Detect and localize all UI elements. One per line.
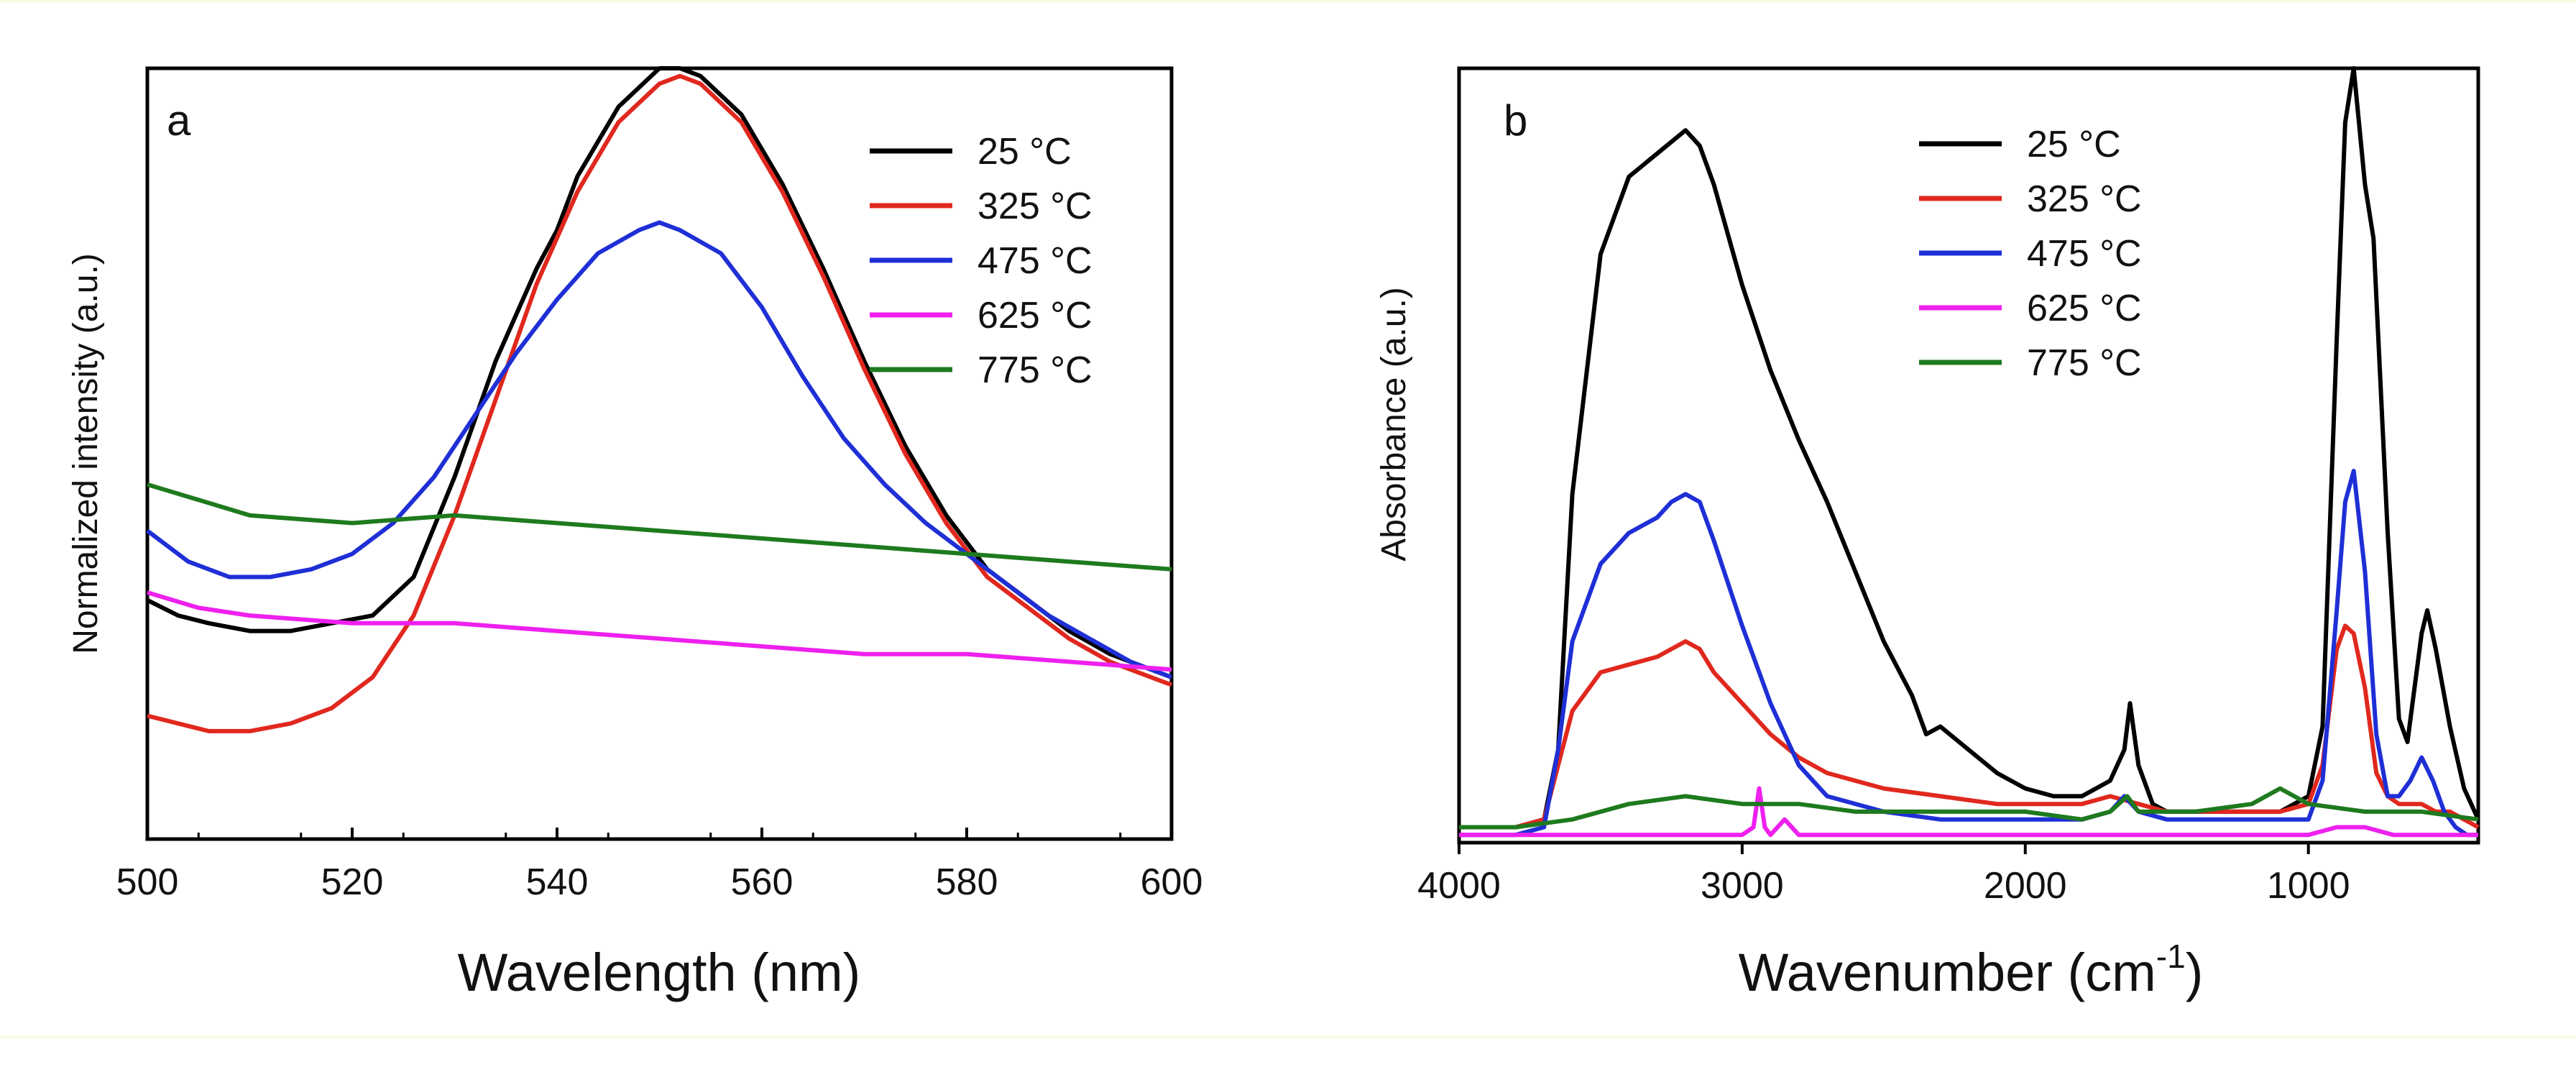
panel-b-tick-label-3: 1000 (2267, 865, 2350, 907)
panel-a-series-4 (147, 482, 1172, 572)
panel-a-legend-label-0: 25 °C (978, 131, 1072, 173)
panel-b-series (1459, 66, 2480, 838)
panel-b-x-axis-label-main: Wavenumber (cm (1739, 943, 2156, 1002)
panel-b-legend: 25 °C 325 °C 475 °C 625 °C 775 °C (1919, 124, 2142, 384)
panel-a-legend-label-3: 625 °C (978, 295, 1092, 336)
panel-a-tick-label-2: 540 (526, 861, 589, 903)
panel-b-series-0 (1459, 66, 2480, 830)
panel-a-y-axis-label: Normalized intensity (a.u.) (67, 253, 105, 654)
panel-a-tick-label-5: 600 (1141, 861, 1203, 903)
figure-frame-top (0, 0, 2576, 3)
panel-a-series (146, 66, 1173, 733)
panel-a: a Normalized intensity (a.u.) Wavelength… (67, 66, 1203, 1002)
panel-a-letter: a (167, 96, 191, 145)
panel-a-legend-label-4: 775 °C (978, 349, 1092, 391)
panel-a-plot-frame (145, 66, 1174, 841)
panel-a-tick-label-3: 560 (731, 861, 794, 903)
panel-b-x-axis-label-close: ) (2186, 943, 2204, 1002)
panel-b-plot-frame (1457, 66, 2480, 845)
panel-a-legend: 25 °C 325 °C 475 °C 625 °C 775 °C (870, 131, 1092, 391)
panel-a-tick-label-1: 520 (321, 861, 384, 903)
panel-a-legend-label-1: 325 °C (978, 186, 1092, 227)
panel-b-x-axis-label-superscript: -1 (2156, 938, 2186, 975)
panel-b-legend-label-3: 625 °C (2027, 288, 2142, 329)
panel-a-tick-label-4: 580 (936, 861, 998, 903)
panel-b-x-ticks: 4000 3000 2000 1000 (1417, 843, 2350, 907)
panel-a-legend-label-2: 475 °C (978, 240, 1092, 282)
panel-a-series-1 (147, 73, 1173, 733)
panel-b-series-1 (1459, 623, 2480, 830)
panel-b-letter: b (1504, 96, 1527, 145)
panel-b: b Absorbance (a.u.) Wavenumber (cm-1) 40… (1375, 66, 2480, 1002)
panel-b-series-3 (1459, 786, 2478, 838)
panel-b-tick-label-0: 4000 (1417, 865, 1501, 907)
panel-b-legend-label-0: 25 °C (2027, 124, 2121, 165)
panel-b-y-axis-label: Absorbance (a.u.) (1375, 287, 1413, 562)
panel-b-legend-label-1: 325 °C (2027, 178, 2142, 220)
panel-b-x-axis-label: Wavenumber (cm-1) (1739, 938, 2204, 1002)
panel-a-x-axis-label: Wavelength (nm) (458, 943, 861, 1002)
panel-b-tick-label-2: 2000 (1984, 865, 2067, 907)
panel-b-legend-label-4: 775 °C (2027, 342, 2142, 384)
panel-b-series-4 (1459, 786, 2479, 830)
panel-a-series-2 (146, 220, 1173, 679)
panel-b-tick-label-1: 3000 (1701, 865, 1784, 907)
panel-a-x-ticks: 500 520 540 560 580 600 (116, 828, 1203, 903)
figure-frame-bottom (0, 1035, 2576, 1038)
panel-b-legend-label-2: 475 °C (2027, 233, 2142, 275)
panel-a-series-3 (147, 590, 1172, 672)
panel-a-tick-label-0: 500 (116, 861, 179, 903)
